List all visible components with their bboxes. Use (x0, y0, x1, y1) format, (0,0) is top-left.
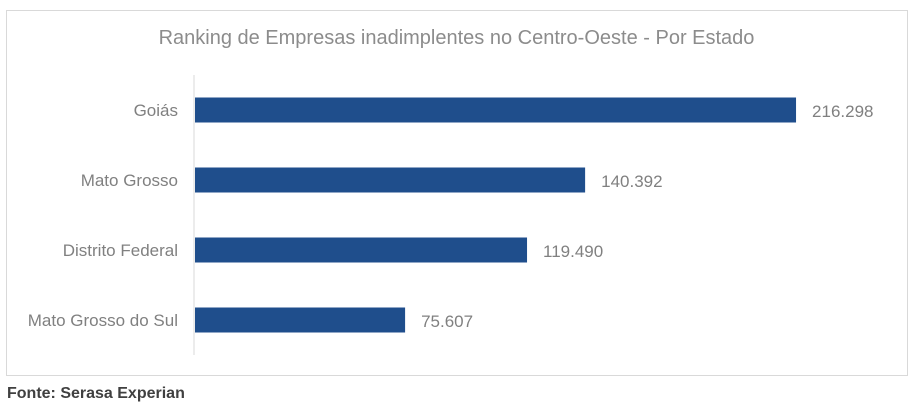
chart-title: Ranking de Empresas inadimplentes no Cen… (158, 27, 755, 49)
category-label-1: Mato Grosso (81, 171, 178, 190)
value-label-2: 119.490 (543, 242, 603, 261)
bar-3 (195, 307, 406, 333)
bars-group (195, 97, 797, 333)
labels-group: Goiás 216.298 Mato Grosso 140.392 Distrito F… (28, 101, 874, 331)
chart-container (6, 10, 908, 376)
category-label-3: Mato Grosso do Sul (28, 311, 178, 330)
bar-1 (195, 167, 586, 193)
source-note: Fonte: Serasa Experian (7, 385, 185, 402)
bar-0 (195, 97, 797, 123)
value-label-0: 216.298 (812, 102, 873, 121)
value-label-1: 140.392 (601, 172, 662, 191)
value-label-3: 75.607 (421, 312, 473, 331)
category-label-2: Distrito Federal (63, 241, 178, 260)
bar-2 (195, 237, 528, 263)
category-label-0: Goiás (134, 101, 178, 120)
